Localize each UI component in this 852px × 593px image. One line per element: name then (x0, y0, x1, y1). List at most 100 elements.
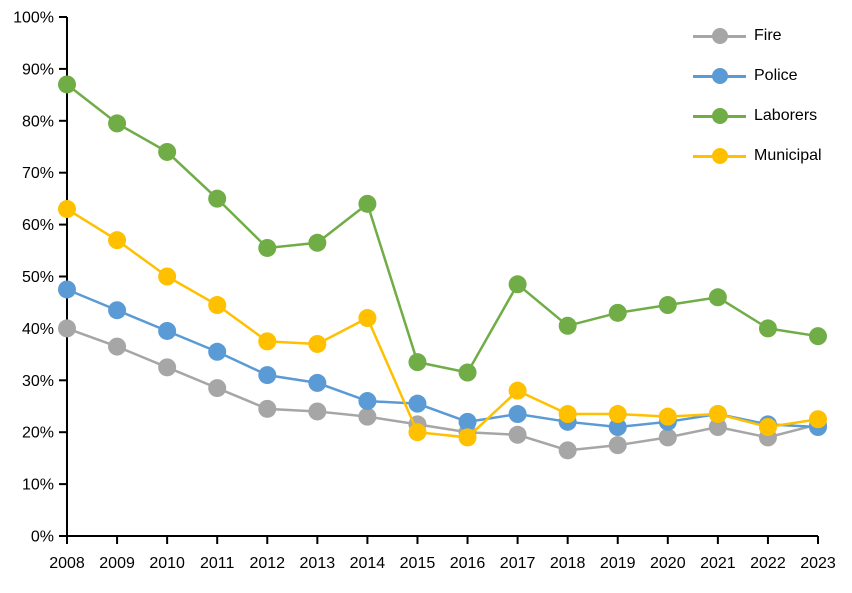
data-point (158, 321, 177, 340)
data-point (809, 410, 827, 429)
legend: Fire Police Laborers Municipal (693, 16, 822, 176)
x-tick-label: 2018 (550, 555, 586, 572)
y-tick-label: 100% (13, 10, 54, 27)
data-point (608, 418, 627, 437)
data-point (708, 405, 727, 424)
data-point (809, 327, 827, 346)
x-tick-label: 2019 (600, 555, 636, 572)
data-point (58, 200, 76, 219)
y-tick-label: 80% (22, 113, 54, 130)
x-tick-label: 2021 (700, 555, 736, 572)
data-point (158, 267, 177, 286)
legend-item-fire: Fire (693, 16, 822, 56)
data-point (608, 303, 627, 322)
data-point (158, 142, 177, 161)
data-point (658, 428, 677, 447)
data-point (558, 316, 577, 335)
data-point (308, 402, 327, 421)
legend-label: Municipal (754, 147, 822, 164)
x-tick-label: 2017 (500, 555, 536, 572)
y-tick-label: 10% (22, 477, 54, 494)
data-point (758, 418, 777, 437)
x-tick-label: 2009 (99, 555, 135, 572)
legend-marker-dot (711, 28, 728, 44)
y-tick-label: 50% (22, 269, 54, 286)
data-point (258, 399, 277, 418)
x-tick-label: 2014 (350, 555, 386, 572)
data-point (208, 296, 227, 315)
legend-line-swatch (693, 68, 746, 84)
data-point (308, 334, 327, 353)
data-point (458, 428, 477, 447)
y-tick-label: 40% (22, 321, 54, 338)
data-point (58, 280, 76, 299)
legend-label: Police (754, 67, 798, 84)
data-point (508, 405, 527, 424)
legend-label: Fire (754, 27, 782, 44)
legend-line-swatch (693, 148, 746, 164)
legend-marker-dot (711, 148, 728, 164)
data-point (558, 441, 577, 460)
data-point (208, 189, 227, 208)
data-point (458, 363, 477, 382)
x-tick-label: 2013 (300, 555, 336, 572)
data-point (408, 394, 427, 413)
y-tick-label: 30% (22, 373, 54, 390)
data-point (358, 194, 377, 213)
legend-marker-dot (711, 108, 728, 124)
data-point (458, 412, 477, 431)
data-point (58, 75, 76, 94)
data-point (358, 392, 377, 411)
legend-marker-dot (711, 68, 728, 84)
data-point (508, 425, 527, 444)
data-point (708, 418, 727, 437)
data-point (558, 405, 577, 424)
data-point (108, 114, 127, 133)
data-point (258, 332, 277, 351)
data-point (708, 288, 727, 307)
y-tick-label: 90% (22, 61, 54, 78)
x-tick-label: 2015 (400, 555, 436, 572)
series-line-municipal (66, 207, 819, 439)
series-line-fire (66, 327, 819, 452)
data-point (258, 238, 277, 257)
series-line-laborers (66, 83, 819, 374)
y-tick-label: 0% (31, 529, 54, 546)
legend-line-swatch (693, 28, 746, 44)
data-point (658, 296, 677, 315)
data-point (208, 342, 227, 361)
data-point (608, 436, 627, 455)
x-tick-label: 2020 (650, 555, 686, 572)
data-point (108, 231, 127, 250)
legend-label: Laborers (754, 107, 818, 124)
data-point (508, 381, 527, 400)
x-tick-label: 2012 (249, 555, 285, 572)
data-point (408, 423, 427, 442)
data-point (58, 319, 76, 338)
legend-item-police: Police (693, 56, 822, 96)
data-point (108, 337, 127, 356)
data-point (408, 353, 427, 372)
data-point (358, 407, 377, 426)
x-tick-label: 2011 (200, 555, 235, 572)
data-point (358, 309, 377, 328)
y-tick-label: 20% (22, 425, 54, 442)
x-tick-label: 2016 (450, 555, 486, 572)
data-point (758, 319, 777, 338)
data-point (258, 366, 277, 385)
data-point (658, 407, 677, 426)
x-tick-label: 2022 (750, 555, 786, 572)
legend-item-municipal: Municipal (693, 136, 822, 176)
data-point (308, 233, 327, 252)
data-point (508, 275, 527, 294)
x-tick-label: 2008 (49, 555, 85, 572)
y-tick-label: 70% (22, 165, 54, 182)
data-point (608, 405, 627, 424)
legend-line-swatch (693, 108, 746, 124)
data-point (208, 379, 227, 398)
y-tick-label: 60% (22, 217, 54, 234)
legend-item-laborers: Laborers (693, 96, 822, 136)
x-tick-label: 2023 (800, 555, 836, 572)
